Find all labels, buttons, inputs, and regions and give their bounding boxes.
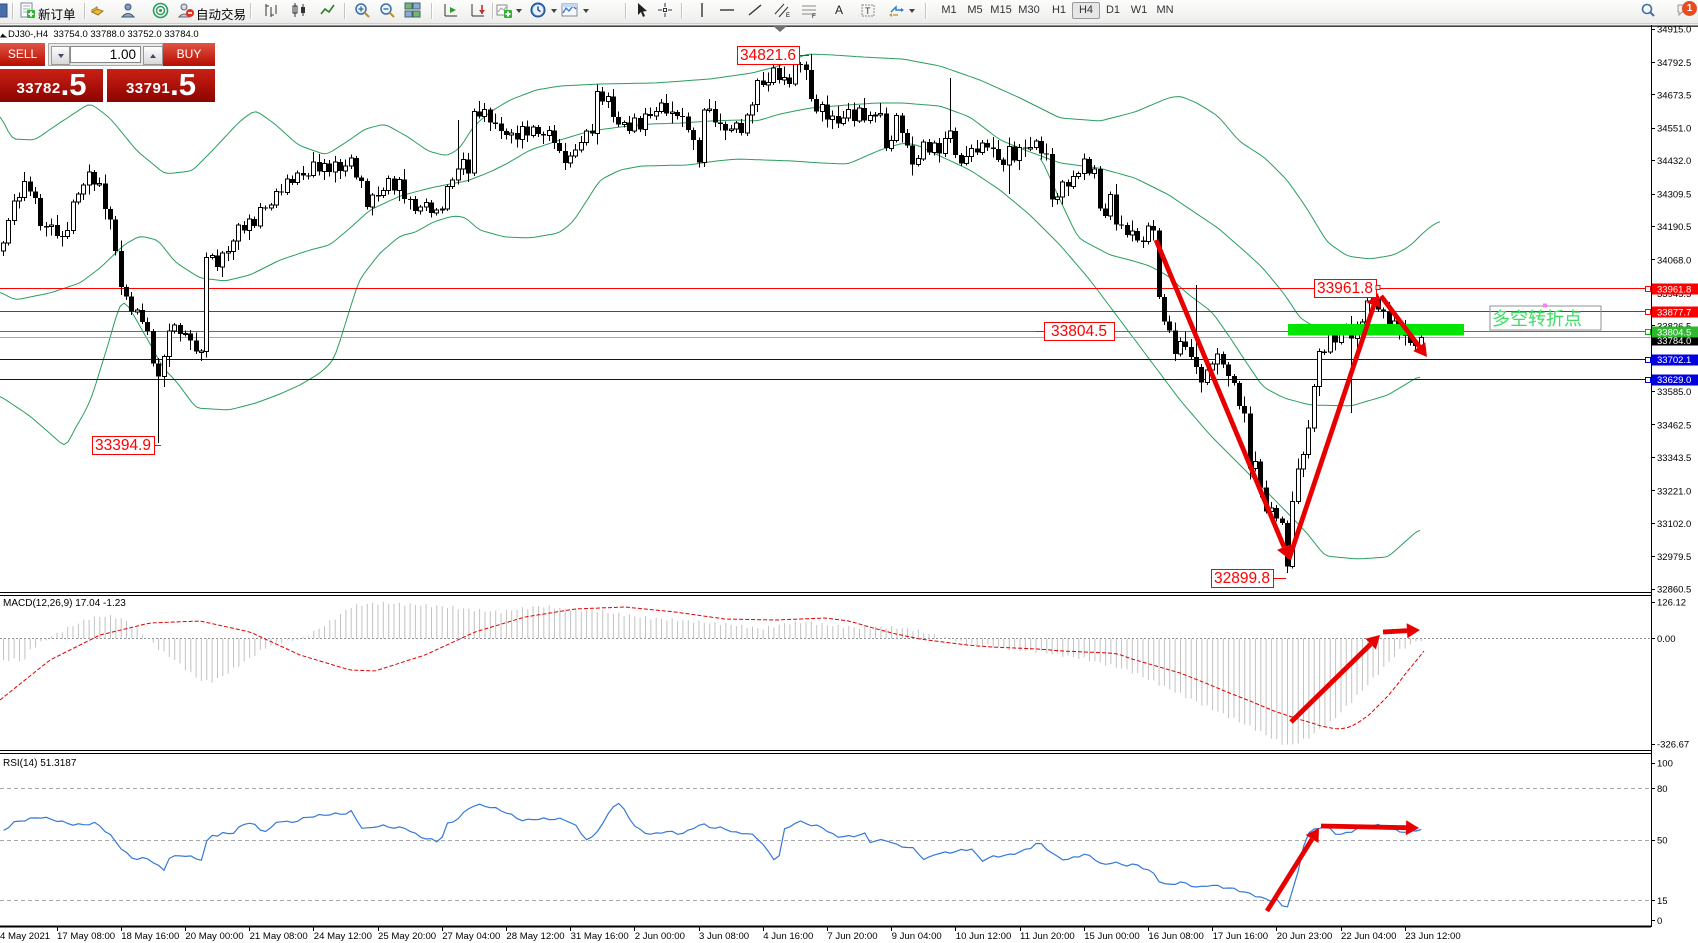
svg-text:-326.67: -326.67	[1657, 740, 1689, 751]
svg-text:10 Jun 12:00: 10 Jun 12:00	[956, 931, 1011, 942]
svg-text:F: F	[812, 14, 816, 19]
svg-text:T: T	[865, 6, 871, 16]
svg-text:33629.0: 33629.0	[1657, 375, 1691, 386]
svg-text:34309.5: 34309.5	[1657, 190, 1691, 201]
svg-text:33961.8: 33961.8	[1657, 284, 1691, 295]
svg-text:11 Jun 20:00: 11 Jun 20:00	[1020, 931, 1075, 942]
svg-text:34432.0: 34432.0	[1657, 156, 1691, 167]
svg-text:0.00: 0.00	[1657, 634, 1676, 645]
svg-text:33221.0: 33221.0	[1657, 486, 1691, 497]
svg-text:33462.5: 33462.5	[1657, 421, 1691, 432]
svg-text:27 May 04:00: 27 May 04:00	[442, 931, 500, 942]
svg-text:4 Jun 16:00: 4 Jun 16:00	[763, 931, 813, 942]
svg-text:80: 80	[1657, 784, 1668, 795]
svg-text:多空转折点: 多空转折点	[1492, 309, 1582, 329]
svg-text:34551.0: 34551.0	[1657, 124, 1691, 135]
svg-text:33804.5: 33804.5	[1051, 323, 1107, 340]
svg-text:20 Jun 23:00: 20 Jun 23:00	[1277, 931, 1332, 942]
svg-text:15 Jun 00:00: 15 Jun 00:00	[1084, 931, 1139, 942]
svg-text:33102.0: 33102.0	[1657, 519, 1691, 530]
svg-text:23 Jun 12:00: 23 Jun 12:00	[1405, 931, 1460, 942]
svg-text:7 Jun 20:00: 7 Jun 20:00	[827, 931, 877, 942]
svg-text:33585.0: 33585.0	[1657, 387, 1691, 398]
svg-text:18 May 16:00: 18 May 16:00	[121, 931, 179, 942]
svg-text:33877.7: 33877.7	[1657, 307, 1691, 318]
svg-text:25 May 20:00: 25 May 20:00	[378, 931, 436, 942]
svg-text:33804.5: 33804.5	[1657, 327, 1691, 338]
svg-text:33343.5: 33343.5	[1657, 453, 1691, 464]
svg-text:33702.1: 33702.1	[1657, 355, 1691, 366]
svg-text:34792.5: 34792.5	[1657, 58, 1691, 69]
svg-text:126.12: 126.12	[1657, 598, 1686, 609]
svg-text:15: 15	[1657, 896, 1668, 907]
svg-text:24 May 12:00: 24 May 12:00	[314, 931, 372, 942]
svg-text:17 Jun 16:00: 17 Jun 16:00	[1213, 931, 1268, 942]
svg-text:32979.5: 32979.5	[1657, 552, 1691, 563]
svg-text:21 May 08:00: 21 May 08:00	[250, 931, 308, 942]
svg-text:34915.0: 34915.0	[1657, 25, 1691, 36]
svg-text:9 Jun 04:00: 9 Jun 04:00	[892, 931, 942, 942]
svg-text:50: 50	[1657, 836, 1668, 847]
svg-text:34821.6: 34821.6	[740, 47, 796, 64]
svg-text:2 Jun 00:00: 2 Jun 00:00	[635, 931, 685, 942]
svg-text:3 Jun 08:00: 3 Jun 08:00	[699, 931, 749, 942]
svg-text:100: 100	[1657, 759, 1673, 770]
svg-text:E: E	[786, 13, 790, 19]
svg-text:33784.0: 33784.0	[1657, 336, 1691, 347]
svg-text:22 Jun 04:00: 22 Jun 04:00	[1341, 931, 1396, 942]
svg-text:4 May 2021: 4 May 2021	[0, 931, 50, 942]
svg-text:33961.8: 33961.8	[1317, 280, 1373, 297]
svg-text:32899.8: 32899.8	[1214, 570, 1270, 587]
svg-text:33394.9: 33394.9	[95, 437, 151, 454]
svg-text:34190.5: 34190.5	[1657, 222, 1691, 233]
svg-text:0: 0	[1657, 916, 1662, 927]
svg-text:20 May 00:00: 20 May 00:00	[185, 931, 243, 942]
svg-text:28 May 12:00: 28 May 12:00	[506, 931, 564, 942]
svg-text:34673.5: 34673.5	[1657, 90, 1691, 101]
svg-text:17 May 08:00: 17 May 08:00	[57, 931, 115, 942]
svg-text:34068.0: 34068.0	[1657, 255, 1691, 266]
svg-text:31 May 16:00: 31 May 16:00	[571, 931, 629, 942]
svg-text:32860.5: 32860.5	[1657, 585, 1691, 596]
svg-text:16 Jun 08:00: 16 Jun 08:00	[1148, 931, 1203, 942]
